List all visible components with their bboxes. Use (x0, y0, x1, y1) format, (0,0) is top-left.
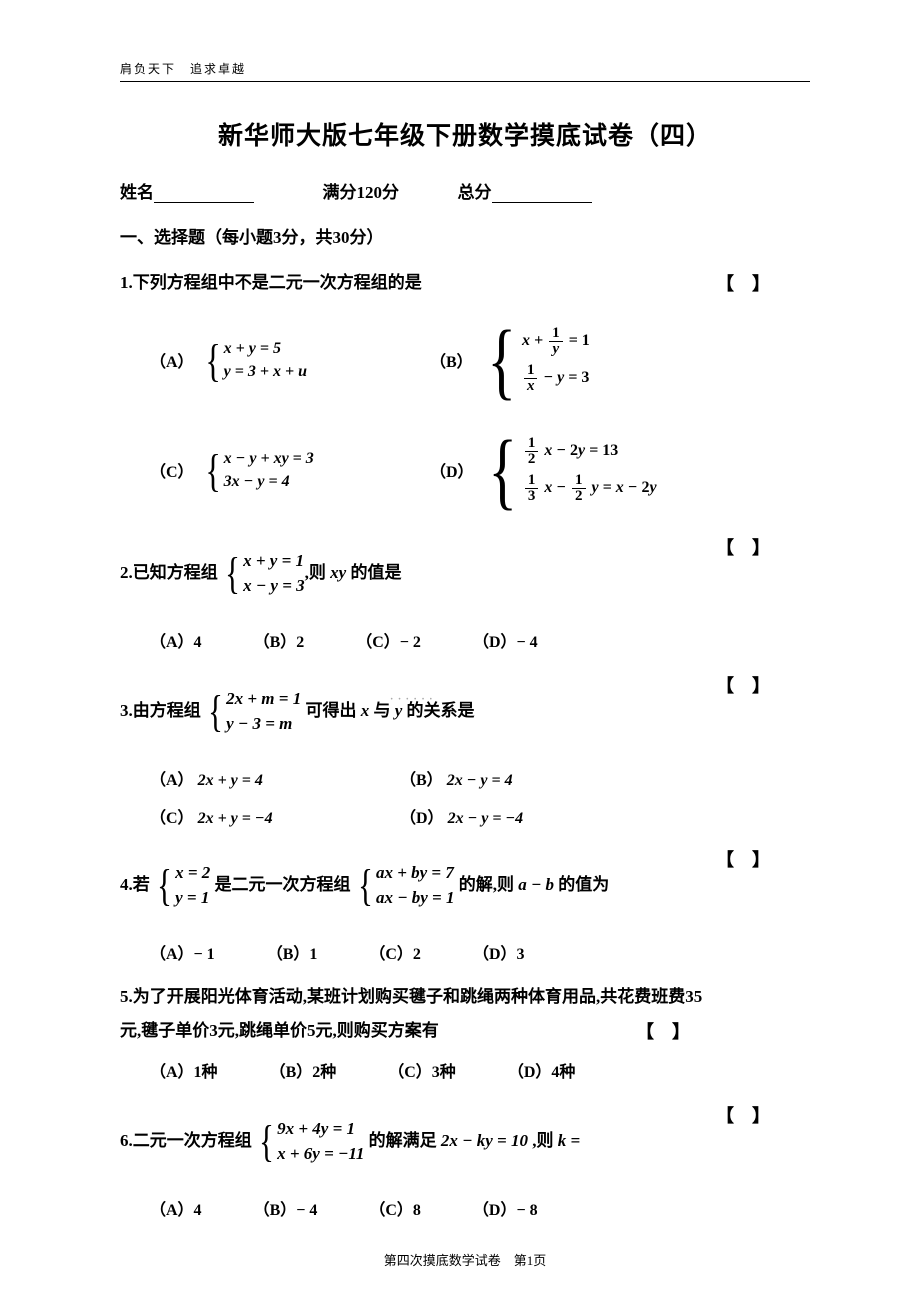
question-4: 4.若 { x = 2 y = 1 是二元一次方程组 { ax + by = 7… (120, 842, 810, 930)
q1-D-eq1: 12 x − 2y = 13 (523, 436, 657, 467)
q1-A-eq1: x + y = 5 (224, 337, 307, 360)
q3-mid: 可得出 (301, 701, 361, 720)
q3-bracket: 【 】 (716, 668, 770, 704)
q6-A: （A）4 (150, 1196, 202, 1220)
q4-opts: （A）− 1 （B）1 （C）2 （D）3 (150, 940, 810, 964)
page-header: 肩负天下 追求卓越 (120, 60, 810, 82)
q1-opt-D: （D） { 12 x − 2y = 13 13 x − 12 y = x − 2… (430, 420, 657, 520)
q5-line1: 5.为了开展阳光体育活动,某班计划购买毽子和跳绳两种体育用品,共花费班费35 (120, 980, 810, 1014)
q1-A-eq2: y = 3 + x + u (224, 360, 307, 383)
q3-sys-r1: 2x + m = 1 (226, 687, 301, 712)
q6-r1: 9x + 4y = 1 (277, 1117, 364, 1142)
question-1: 1.下列方程组中不是二元一次方程组的是 【 】 (120, 266, 810, 300)
q5-line2: 元,毽子单价3元,跳绳单价5元,则购买方案有 (120, 1021, 439, 1040)
q1-B-eq2: 1x − y = 3 (522, 363, 590, 394)
q1-C-label: （C） (150, 458, 194, 482)
q6-mid2: ,则 (528, 1131, 558, 1150)
q2-C: （C）− 2 (356, 628, 421, 652)
q1-D-label: （D） (430, 458, 474, 482)
q4-s1-r2: y = 1 (175, 886, 210, 911)
q4-mid2: 的解,则 (454, 875, 518, 894)
q6-r2: x + 6y = −11 (277, 1142, 364, 1167)
name-blank (154, 185, 254, 203)
q2-bracket: 【 】 (716, 530, 770, 566)
q5-bracket: 【 】 (636, 1014, 690, 1050)
q4-s1-r1: x = 2 (175, 861, 210, 886)
q2-opts: （A）4 （B）2 （C）− 2 （D）− 4 (150, 628, 810, 652)
info-line: 姓名 满分120分 总分 (120, 178, 810, 203)
q3-prefix: 3.由方程组 (120, 701, 201, 720)
q4-C: （C）2 (369, 940, 421, 964)
q1-opt-A: （A） { x + y = 5 y = 3 + x + u (150, 334, 430, 387)
q5-opts: （A）1种 （B）2种 （C）3种 （D）4种 (150, 1058, 810, 1082)
q3-B: （B） 2x − y = 4 (400, 766, 650, 790)
q1-C-eq1: x − y + xy = 3 (224, 447, 314, 470)
total-label: 总分 (458, 183, 492, 202)
question-5: 5.为了开展阳光体育活动,某班计划购买毽子和跳绳两种体育用品,共花费班费35 元… (120, 980, 810, 1048)
q2-mid: ,则 (305, 563, 331, 582)
q6-eq: 2x − ky = 10 (441, 1131, 528, 1150)
q3-v1: x (361, 701, 370, 720)
q6-bracket: 【 】 (716, 1098, 770, 1134)
q3-A: （A） 2x + y = 4 (150, 766, 400, 790)
q4-s2-r1: ax + by = 7 (376, 861, 455, 886)
q3-sys-r2: y − 3 = m (226, 712, 301, 737)
q5-D: （D）4种 (508, 1058, 576, 1082)
question-6: 6.二元一次方程组 { 9x + 4y = 1 x + 6y = −11 的解满… (120, 1098, 810, 1186)
q1-B-eq1: x + 1y = 1 (522, 326, 590, 357)
q4-bracket: 【 】 (716, 842, 770, 878)
question-3: 3.由方程组 { 2x + m = 1 y − 3 = m 可得出 x 与 y … (120, 668, 810, 756)
q4-A: （A）− 1 (150, 940, 215, 964)
fullscore-label: 满分120分 (323, 183, 400, 202)
page-footer: 第四次摸底数学试卷 第1页 (120, 1250, 810, 1269)
total-blank (492, 185, 592, 203)
q6-C: （C）8 (369, 1196, 421, 1220)
q4-D: （D）3 (473, 940, 525, 964)
q6-opts: （A）4 （B）− 4 （C）8 （D）− 8 (150, 1196, 810, 1220)
q1-opt-B: （B） { x + 1y = 1 1x − y = 3 (430, 310, 590, 410)
q1-A-label: （A） (150, 348, 194, 372)
q2-D: （D）− 4 (473, 628, 538, 652)
q2-B: （B）2 (254, 628, 305, 652)
q3-D: （D） 2x − y = −4 (400, 804, 650, 828)
q1-B-label: （B） (430, 348, 473, 372)
q6-B: （B）− 4 (254, 1196, 318, 1220)
doc-title: 新华师大版七年级下册数学摸底试卷（四） (120, 116, 810, 152)
q2-suffix: 的值是 (346, 563, 401, 582)
q6-D: （D）− 8 (473, 1196, 538, 1220)
q2-prefix: 2.已知方程组 (120, 563, 218, 582)
q1-bracket: 【 】 (716, 266, 770, 302)
q1-opts-row-2: （C） { x − y + xy = 3 3x − y = 4 （D） { 12… (150, 420, 810, 520)
q1-opt-C: （C） { x − y + xy = 3 3x − y = 4 (150, 444, 430, 497)
q6-mid: 的解满足 (364, 1131, 441, 1150)
q4-B: （B）1 (267, 940, 318, 964)
section-1-head: 一、选择题（每小题3分，共30分） (120, 223, 810, 248)
q6-var: k = (558, 1131, 580, 1150)
q2-sys-r1: x + y = 1 (243, 549, 305, 574)
q4-mid1: 是二元一次方程组 (210, 875, 350, 894)
q2-sys-r2: x − y = 3 (243, 574, 305, 599)
q3-opts: （A） 2x + y = 4 （B） 2x − y = 4 （C） 2x + y… (150, 766, 810, 828)
q5-B: （B）2种 (270, 1058, 337, 1082)
q1-opts-row-1: （A） { x + y = 5 y = 3 + x + u （B） { x + … (150, 310, 810, 410)
q4-prefix: 4.若 (120, 875, 150, 894)
q1-text: 1.下列方程组中不是二元一次方程组的是 (120, 273, 422, 292)
q5-A: （A）1种 (150, 1058, 218, 1082)
q1-C-eq2: 3x − y = 4 (224, 470, 314, 493)
q2-var: xy (330, 563, 346, 582)
q4-s2-r2: ax − by = 1 (376, 886, 455, 911)
q1-D-eq2: 13 x − 12 y = x − 2y (523, 473, 657, 504)
question-2: 2.已知方程组 { x + y = 1 x − y = 3 ,则 xy 的值是 … (120, 530, 810, 618)
q4-var: a − b (518, 875, 554, 894)
q6-prefix: 6.二元一次方程组 (120, 1131, 252, 1150)
watermark-dots: · · · · · · (390, 690, 434, 710)
q3-C: （C） 2x + y = −4 (150, 804, 400, 828)
name-label: 姓名 (120, 183, 154, 202)
q5-C: （C）3种 (388, 1058, 456, 1082)
q4-suffix: 的值为 (554, 875, 609, 894)
q2-A: （A）4 (150, 628, 202, 652)
